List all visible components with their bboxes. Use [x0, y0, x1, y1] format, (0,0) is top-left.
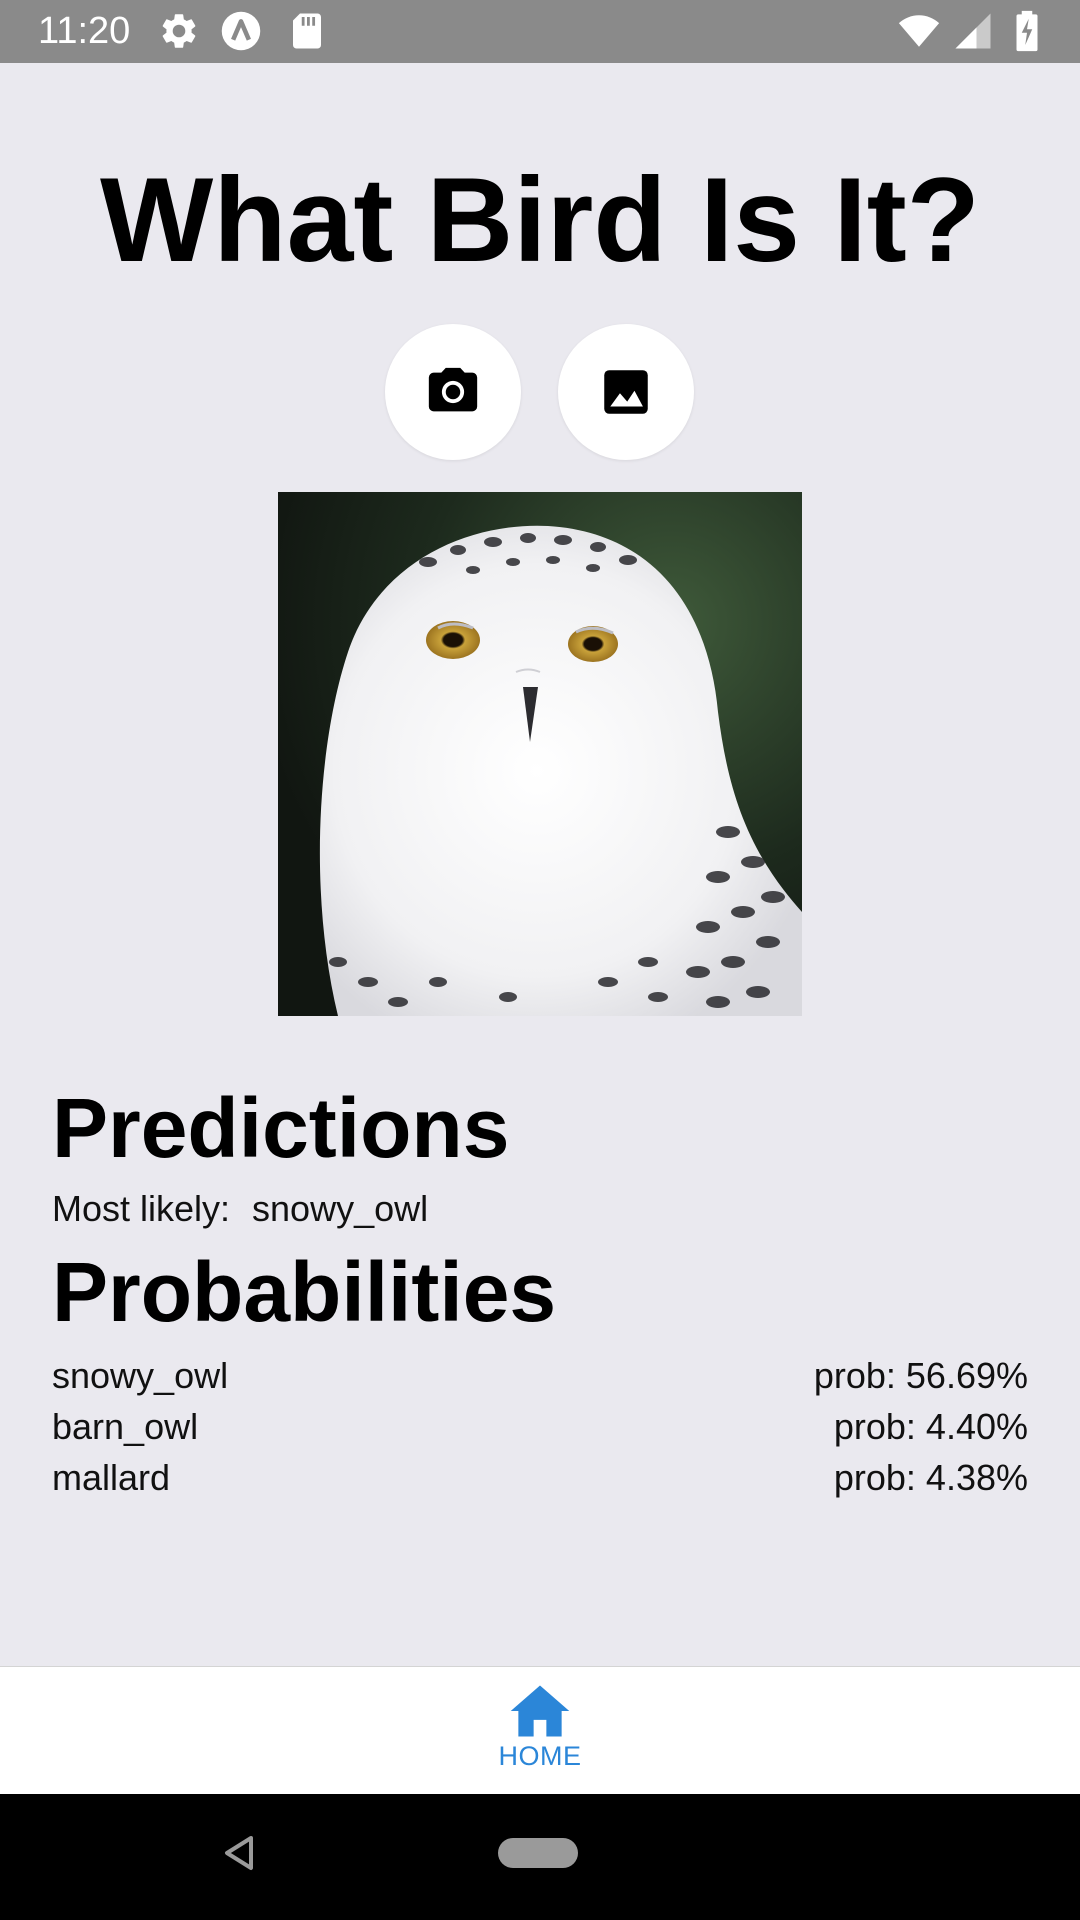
gallery-button[interactable]: [558, 324, 694, 460]
home-icon: [510, 1685, 570, 1737]
sd-card-icon: [293, 13, 321, 49]
page-title: What Bird Is It?: [100, 153, 980, 287]
prob-value: prob: 56.69%: [813, 1355, 1028, 1396]
app-a-icon: [221, 11, 261, 51]
status-time: 11:20: [38, 10, 131, 52]
list-item: mallard prob: 4.38%: [52, 1452, 1028, 1503]
prob-value: prob: 4.38%: [833, 1457, 1028, 1498]
image-icon: [604, 370, 648, 414]
camera-button[interactable]: [385, 324, 521, 460]
most-likely-row: Most likely: snowy_owl: [52, 1186, 428, 1232]
probabilities-heading: Probabilities: [52, 1245, 557, 1339]
home-pill-icon[interactable]: [498, 1838, 578, 1868]
snowy-owl-image: [278, 492, 802, 1016]
most-likely-value: snowy_owl: [252, 1188, 429, 1229]
bottom-nav: HOME: [0, 1666, 1080, 1795]
camera-icon: [428, 367, 478, 412]
system-nav-bar: [0, 1794, 1080, 1920]
prob-label: snowy_owl: [52, 1355, 229, 1396]
wifi-icon: [898, 15, 940, 47]
back-icon[interactable]: [222, 1834, 256, 1872]
probability-list: snowy_owl prob: 56.69% barn_owl prob: 4.…: [52, 1350, 1028, 1503]
signal-icon: [955, 13, 991, 49]
tab-home-label: HOME: [498, 1741, 582, 1771]
list-item: barn_owl prob: 4.40%: [52, 1401, 1028, 1452]
status-bar: 11:20: [0, 0, 1080, 63]
predictions-heading: Predictions: [52, 1081, 510, 1175]
list-item: snowy_owl prob: 56.69%: [52, 1350, 1028, 1401]
battery-charging-icon: [1016, 10, 1038, 52]
prob-value: prob: 4.40%: [833, 1406, 1028, 1447]
prob-label: barn_owl: [52, 1406, 199, 1447]
tab-home[interactable]: HOME: [480, 1683, 600, 1787]
prob-label: mallard: [52, 1457, 171, 1498]
most-likely-label: Most likely:: [52, 1188, 231, 1229]
bird-photo: [278, 492, 802, 1016]
gear-icon: [162, 14, 196, 48]
